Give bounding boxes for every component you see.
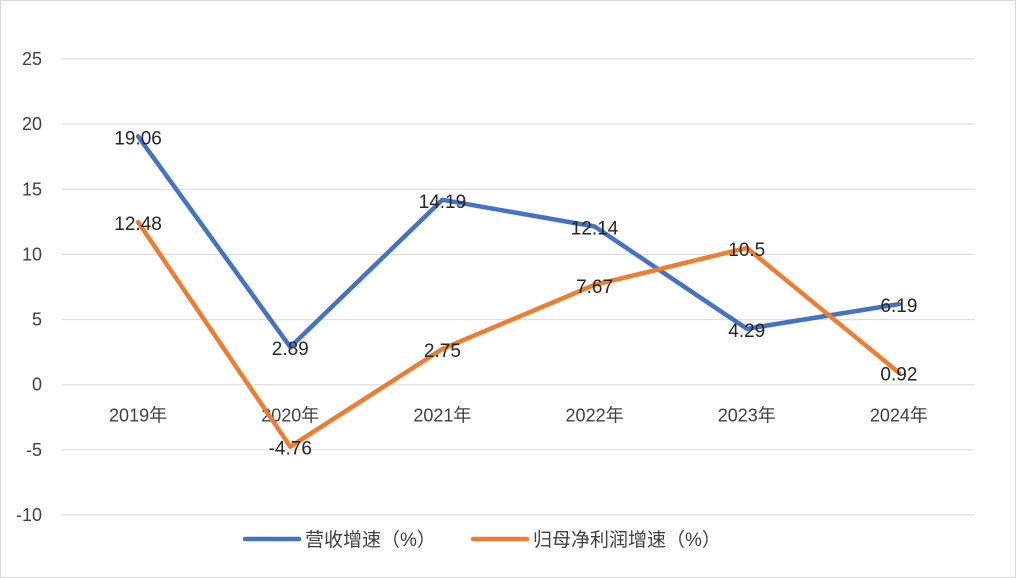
y-tick-label: 5 <box>32 310 42 330</box>
data-label: 2.89 <box>272 339 309 360</box>
y-tick-label: 0 <box>32 375 42 395</box>
y-tick-label: -5 <box>26 440 42 460</box>
data-label: 2.75 <box>424 341 461 362</box>
data-point <box>592 224 597 229</box>
data-label: 19.06 <box>114 128 162 149</box>
x-tick-label: 2019年 <box>109 406 167 426</box>
data-point <box>288 345 293 350</box>
y-tick-label: 10 <box>22 244 42 264</box>
x-tick-label: 2024年 <box>870 406 928 426</box>
data-point <box>744 326 749 331</box>
x-tick-label: 2023年 <box>718 406 776 426</box>
legend: 营收增速（%） 归母净利润增速（%） <box>242 529 721 551</box>
legend-label: 归母净利润增速（%） <box>533 529 721 551</box>
y-axis-ticks: 25 20 15 10 5 0 -5 -10 <box>16 49 42 525</box>
data-point <box>896 302 901 307</box>
x-tick-label: 2022年 <box>566 406 624 426</box>
data-label: 12.14 <box>571 219 619 240</box>
legend-label: 营收增速（%） <box>305 529 436 551</box>
data-point <box>592 282 597 287</box>
data-label: 14.19 <box>419 192 467 213</box>
data-point <box>440 197 445 202</box>
y-tick-label: -10 <box>16 505 42 525</box>
data-point <box>440 346 445 351</box>
data-label: 7.67 <box>576 277 613 298</box>
y-tick-label: 15 <box>22 179 42 199</box>
series-line-1 <box>135 134 902 350</box>
data-point <box>896 370 901 375</box>
data-point <box>136 134 141 139</box>
data-labels: 19.06 2.89 14.19 12.14 4.29 6.19 12.48 -4.76 2.7… <box>114 128 917 459</box>
data-label: 12.48 <box>114 214 162 235</box>
data-label: 0.92 <box>880 365 917 386</box>
data-label: 4.29 <box>728 321 765 342</box>
y-tick-label: 25 <box>22 49 42 69</box>
gridlines <box>62 58 975 516</box>
series-line-2 <box>135 219 902 449</box>
y-tick-label: 20 <box>22 114 42 134</box>
data-label: -4.76 <box>269 439 312 460</box>
data-point <box>744 245 749 250</box>
series-lines <box>135 134 902 449</box>
data-label: 6.19 <box>880 296 917 317</box>
data-point <box>136 220 141 225</box>
x-tick-label: 2020年 <box>261 406 319 426</box>
x-tick-label: 2021年 <box>413 406 471 426</box>
data-label: 10.5 <box>728 240 765 261</box>
data-point <box>288 444 293 449</box>
x-axis-ticks: 2019年 2020年 2021年 2022年 2023年 2024年 <box>109 406 928 426</box>
